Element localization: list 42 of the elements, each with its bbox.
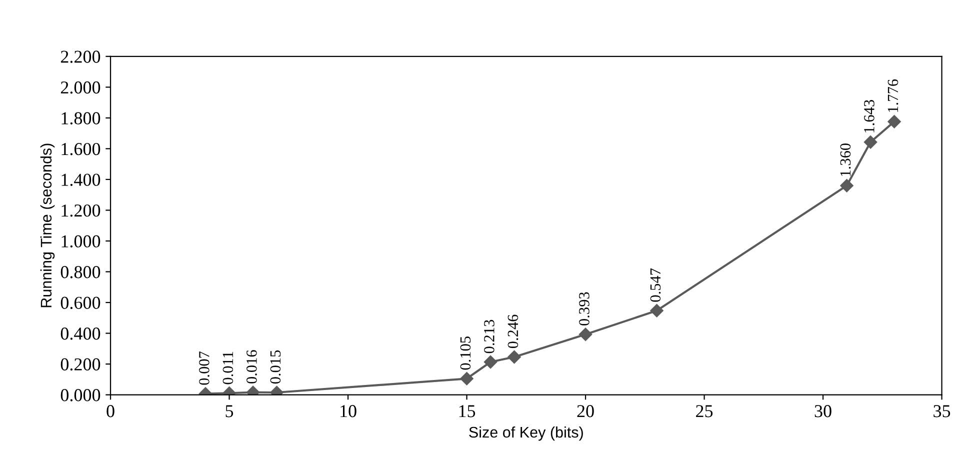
point xyxy=(864,135,878,149)
point xyxy=(888,115,901,128)
text: 0.016 xyxy=(246,350,257,384)
y-tick-label: 0.800 xyxy=(60,266,100,278)
y-tick-label: 1.800 xyxy=(62,112,100,124)
text: 0.007 xyxy=(199,351,210,385)
point xyxy=(650,304,664,318)
text: 0.011 xyxy=(222,352,234,384)
y-tick-label: 1.000 xyxy=(62,235,100,248)
point xyxy=(484,355,498,369)
y-tick-label: 1.400 xyxy=(62,174,100,186)
x-tick-label: 5 xyxy=(226,405,234,418)
text: 0.393 xyxy=(579,292,590,326)
y-tick-label: 2.200 xyxy=(60,50,100,63)
y-tick-label: 2.000 xyxy=(60,81,100,94)
x-tick-label: 0 xyxy=(106,405,114,418)
x-tick-label: 30 xyxy=(814,405,832,418)
text: 1.776 xyxy=(888,79,898,112)
y-axis-title: Running Time (seconds) xyxy=(40,144,55,308)
y-tick-label: 0.600 xyxy=(60,296,100,310)
y-tick-label: 1.200 xyxy=(62,204,100,217)
x-axis-title: Size of Key (bits) xyxy=(469,426,583,441)
y-tick-label: 0.400 xyxy=(60,328,100,340)
text: 0.246 xyxy=(508,314,518,348)
text: 0.015 xyxy=(270,350,281,384)
y-tick-label: 0.000 xyxy=(60,389,100,402)
point xyxy=(508,350,521,364)
point xyxy=(840,179,854,192)
text: 1.360 xyxy=(840,143,851,176)
x-tick-label: 25 xyxy=(696,405,713,418)
text: 1.643 xyxy=(864,100,874,132)
y-tick-label: 1.600 xyxy=(62,142,100,156)
text: 0.213 xyxy=(484,320,494,354)
x-tick-label: 35 xyxy=(934,405,950,418)
x-tick-label: 20 xyxy=(577,405,594,418)
x-tick-label: 15 xyxy=(459,405,476,418)
text: 0.547 xyxy=(650,268,661,302)
x-tick-label: 10 xyxy=(340,405,356,418)
text: 0.105 xyxy=(460,336,471,370)
point xyxy=(578,328,592,341)
point xyxy=(460,372,474,386)
y-tick-label: 0.200 xyxy=(60,358,100,371)
